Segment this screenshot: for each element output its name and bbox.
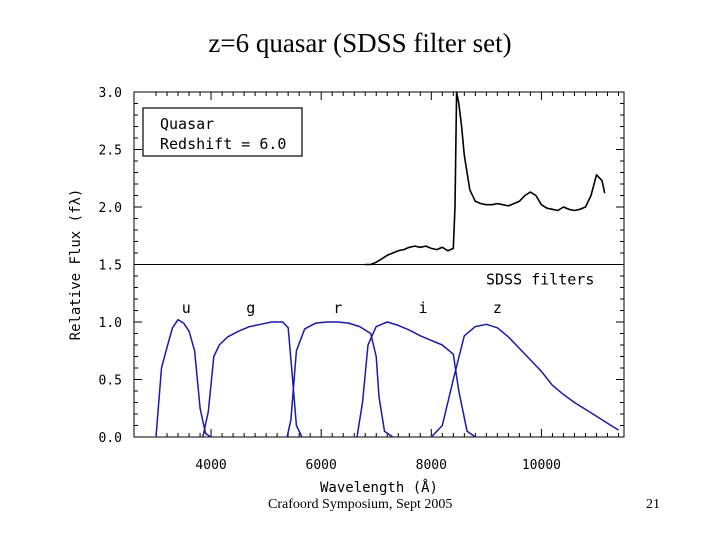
- slide-title: z=6 quasar (SDSS filter set): [208, 28, 512, 58]
- y-axis-title: Relative Flux (fλ): [68, 189, 84, 341]
- y-tick-label: 0.0: [99, 431, 122, 446]
- y-tick-label: 2.0: [99, 201, 122, 216]
- legend-line-1: Quasar: [160, 115, 214, 133]
- sdss-filters-label: SDSS filters: [486, 271, 594, 289]
- filter-label-z: z: [493, 299, 502, 317]
- footer-text: Crafoord Symposium, Sept 2005: [268, 497, 453, 512]
- page-number: 21: [646, 497, 660, 512]
- y-tick-label: 1.5: [99, 259, 122, 274]
- filter-label-r: r: [333, 299, 342, 317]
- x-tick-label: 6000: [306, 458, 337, 473]
- filter-label-g: g: [246, 299, 255, 317]
- y-tick-label: 0.5: [99, 374, 122, 389]
- filter-curve-r: [286, 321, 394, 438]
- axis-tick-labels: 4000 6000 8000 10000 0.0 0.5 1.0 1.5 2.0 2.5 3.0: [99, 86, 561, 473]
- filter-label-u: u: [182, 299, 191, 317]
- y-tick-label: 1.0: [99, 316, 122, 331]
- x-tick-label: 4000: [195, 458, 226, 473]
- x-tick-label: 10000: [522, 458, 561, 473]
- x-axis-title: Wavelength (Å): [320, 479, 438, 496]
- filter-curve-z: [430, 323, 619, 438]
- filter-curve-u: [155, 318, 212, 438]
- quasar-spectrum-line: [365, 91, 606, 266]
- y-tick-label: 2.5: [99, 144, 122, 159]
- legend-line-2: Redshift = 6.0: [160, 135, 286, 153]
- x-tick-label: 8000: [416, 458, 447, 473]
- axis-ticks: [134, 91, 624, 438]
- filter-label-i: i: [419, 299, 428, 317]
- filter-curve-i: [356, 321, 476, 438]
- legend-box: [142, 107, 303, 157]
- filter-curve-g: [202, 321, 303, 438]
- series-layer: [155, 91, 619, 438]
- y-tick-label: 3.0: [99, 86, 122, 101]
